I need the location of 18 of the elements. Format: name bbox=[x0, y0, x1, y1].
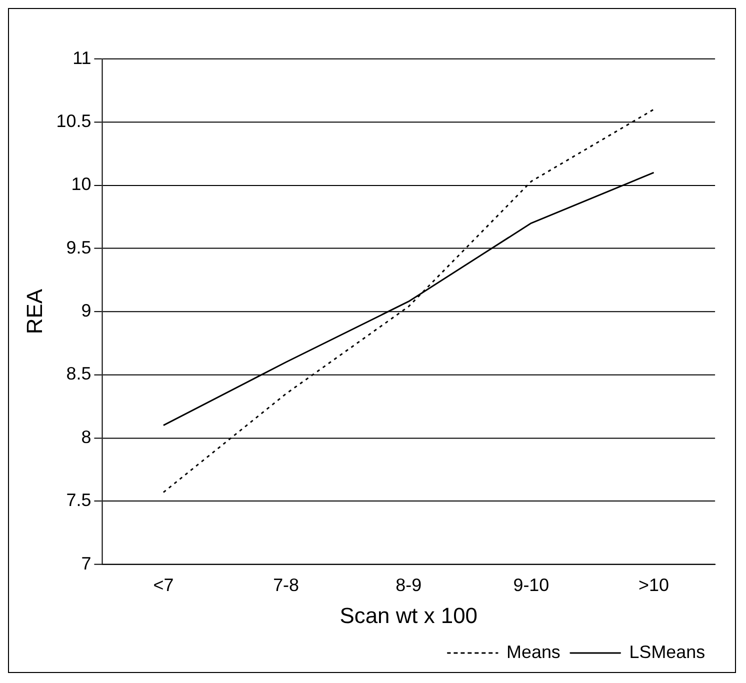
x-axis-title: Scan wt x 100 bbox=[340, 603, 478, 628]
y-tick-label: 10 bbox=[71, 174, 92, 194]
y-tick-label: 8 bbox=[81, 426, 92, 447]
y-tick-label: 11 bbox=[72, 48, 92, 68]
y-tick-label: 10.5 bbox=[56, 110, 92, 131]
legend-label: LSMeans bbox=[629, 642, 706, 662]
x-tick-label: >10 bbox=[638, 575, 669, 596]
x-tick-label: <7 bbox=[153, 575, 174, 596]
legend-label: Means bbox=[506, 642, 560, 662]
y-axis-title: REA bbox=[22, 288, 48, 334]
y-tick-label: 8.5 bbox=[66, 364, 92, 384]
y-tick-label: 9 bbox=[81, 300, 92, 321]
y-tick-label: 9.5 bbox=[66, 237, 92, 258]
y-tick-label: 7.5 bbox=[66, 490, 92, 510]
x-tick-label: 8-9 bbox=[396, 575, 422, 596]
y-tick-label: 7 bbox=[81, 553, 92, 574]
x-tick-label: 7-8 bbox=[273, 575, 300, 596]
x-tick-label: 9-10 bbox=[513, 575, 550, 596]
